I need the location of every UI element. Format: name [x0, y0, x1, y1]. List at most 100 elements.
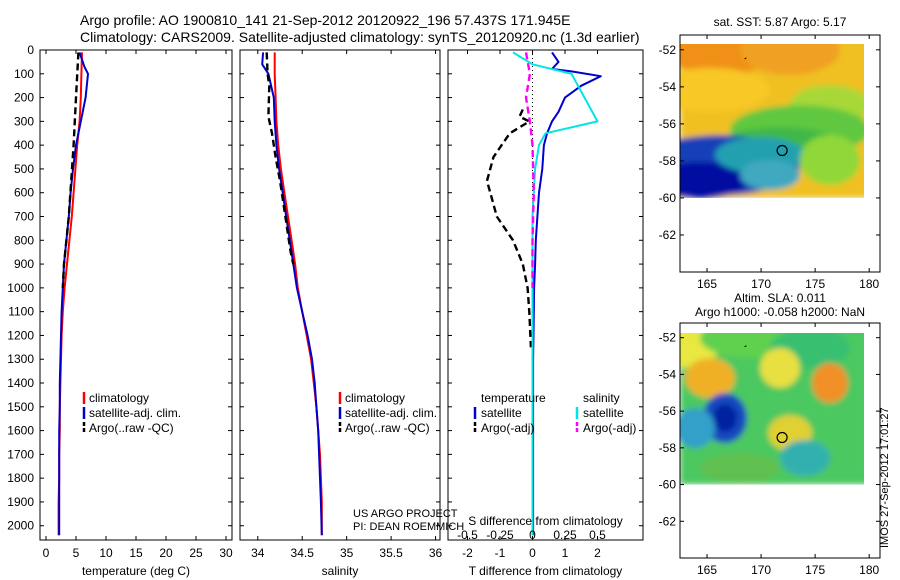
difference-series-2: [512, 51, 599, 536]
depth-tick-label: 1000: [7, 281, 34, 295]
sla-blob-3: [685, 358, 735, 398]
difference-series-3: [524, 52, 535, 288]
sla-map-frame: [679, 322, 881, 559]
sst-map-ytick-label: -52: [659, 43, 677, 57]
sst-map-xtick-label: 170: [751, 277, 771, 291]
sla-map-small-arrow: [743, 344, 747, 347]
diff-legend-title-salinity: salinity: [583, 391, 620, 405]
depth-tick-label: 1300: [7, 352, 34, 366]
sla-map-ytick-label: -56: [659, 404, 677, 418]
depth-tick-label: 2000: [7, 519, 34, 533]
diff-legend-title-temperature: temperature: [481, 391, 546, 405]
sst-blob-10: [740, 160, 800, 190]
difference-xtick-label: 1: [562, 546, 569, 560]
salinity-diff-tick-label: -0.5: [457, 528, 478, 542]
credit-project: US ARGO PROJECT: [353, 508, 458, 520]
temperature-xtick-label: 0: [43, 546, 50, 560]
salinity-diff-tick-label: 0: [529, 528, 536, 542]
depth-tick-label: 100: [14, 67, 34, 81]
sst-map-ytick-label: -58: [659, 154, 677, 168]
sst-map-xtick-label: 165: [697, 277, 717, 291]
salinity-diff-tick-label: 0.5: [589, 528, 606, 542]
depth-tick-label: 800: [14, 233, 34, 247]
depth-tick-label: 400: [14, 138, 34, 152]
sla-field: [680, 333, 864, 492]
temperature-legend-label-2: Argo(..raw -QC): [89, 421, 174, 435]
credit-stamp: IMOS 27-Sep-2012 17:01:27: [879, 407, 891, 548]
depth-tick-label: 200: [14, 91, 34, 105]
salinity-xtick-label: 36: [429, 546, 443, 560]
depth-tick-label: 1600: [7, 424, 34, 438]
sst-edge-mask: [869, 35, 880, 198]
sst-lower-mask: [680, 197, 864, 201]
salinity-xtick-label: 34.5: [291, 546, 315, 560]
sla-map-subtitle: Argo h1000: -0.058 h2000: NaN: [695, 305, 865, 319]
sla-map-ytick-label: -60: [659, 478, 677, 492]
header-line-1: Argo profile: AO 1900810_141 21-Sep-2012…: [80, 12, 571, 28]
sst-blob-1: [740, 44, 840, 75]
diff-legend-label-3: Argo(-adj): [583, 421, 636, 435]
sla-blob-4: [760, 348, 800, 388]
sla-map-xtick-label: 170: [751, 563, 771, 577]
temperature-series-2: [61, 52, 80, 288]
sst-map-xtick-label: 175: [805, 277, 825, 291]
temperature-xtick-label: 10: [99, 546, 113, 560]
sla-map-ytick-label: -58: [659, 441, 677, 455]
depth-tick-label: 1700: [7, 447, 34, 461]
sst-blob-9: [800, 135, 860, 185]
sst-field: [680, 35, 880, 201]
sla-blob-8: [680, 408, 715, 448]
sla-blob-7: [713, 404, 737, 432]
credit-pi: PI: DEAN ROEMMICH: [353, 521, 464, 533]
sla-map-xtick-label: 165: [697, 563, 717, 577]
sst-map-ytick-label: -62: [659, 228, 677, 242]
sst-map-argo-marker: [776, 144, 788, 157]
salinity-diff-tick-label: 0.25: [553, 528, 577, 542]
salinity-plot-frame: [239, 49, 441, 541]
depth-tick-label: 600: [14, 186, 34, 200]
sst-map-ytick-label: -56: [659, 117, 677, 131]
temperature-xtick-label: 20: [159, 546, 173, 560]
sst-map-small-arrow: [743, 57, 747, 60]
depth-tick-label: 1800: [7, 471, 34, 485]
temperature-xtick-label: 30: [219, 546, 233, 560]
sla-map-argo-marker: [776, 431, 788, 444]
sst-blob-7: [680, 162, 750, 198]
sst-blob-2: [680, 68, 770, 112]
sla-blob-5: [812, 363, 848, 403]
salinity-legend-label-1: satellite-adj. clim.: [345, 406, 437, 420]
depth-tick-label: 300: [14, 114, 34, 128]
salinity-series-1: [261, 52, 323, 536]
sla-blob-11: [700, 453, 780, 483]
depth-tick-label: 1500: [7, 400, 34, 414]
salinity-diff-tick-label: -0.25: [486, 528, 514, 542]
sst-field-blur: [680, 44, 864, 198]
salinity-legend-label-0: climatology: [345, 391, 405, 405]
depth-tick-label: 1100: [8, 305, 34, 319]
depth-tick-label: 0: [27, 43, 34, 57]
sla-map-xtick-label: 180: [859, 563, 879, 577]
diff-legend-label-2: satellite: [583, 406, 624, 420]
sla-map-ytick-label: -62: [659, 514, 677, 528]
depth-tick-label: 900: [14, 257, 34, 271]
diff-legend-label-0: satellite: [481, 406, 522, 420]
sst-map-frame: [679, 34, 881, 273]
difference-xlabel: T difference from climatology: [469, 564, 623, 578]
difference-series-1: [485, 108, 533, 348]
salinity-xlabel: salinity: [322, 564, 359, 578]
sla-map-ytick-label: -52: [659, 331, 677, 345]
sla-map-ytick-label: -54: [659, 367, 677, 381]
difference-xtick-label: -1: [495, 546, 506, 560]
sla-map-title: Altim. SLA: 0.011: [734, 291, 826, 305]
temperature-legend-label-0: climatology: [89, 391, 149, 405]
salinity-legend-label-2: Argo(..raw -QC): [345, 421, 430, 435]
header-line-2: Climatology: CARS2009. Satellite-adjuste…: [80, 29, 640, 45]
sst-map-ytick-label: -54: [659, 80, 677, 94]
sst-map-title: sat. SST: 5.87 Argo: 5.17: [714, 15, 847, 29]
salinity-xtick-label: 34: [251, 546, 265, 560]
difference-xtick-label: 0: [529, 546, 536, 560]
sla-lower-mask: [680, 484, 864, 492]
salinity-xtick-label: 35.5: [379, 546, 403, 560]
diff-legend-label-1: Argo(-adj): [481, 421, 534, 435]
temperature-plot-frame: [39, 49, 233, 541]
